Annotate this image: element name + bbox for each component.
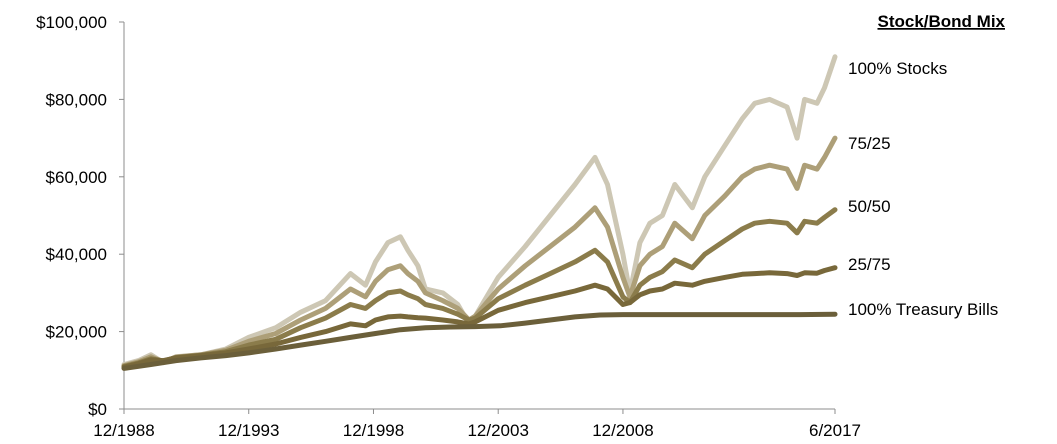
series-lines bbox=[121, 54, 838, 371]
series-end-label: 75/25 bbox=[848, 134, 891, 153]
x-tick-label: 12/1988 bbox=[93, 421, 154, 440]
x-tick-label: 12/1993 bbox=[218, 421, 279, 440]
y-tick-label: $20,000 bbox=[46, 323, 107, 342]
x-tick-label: 6/2017 bbox=[809, 421, 861, 440]
y-tick-label: $100,000 bbox=[36, 13, 107, 32]
series-end-label: 50/50 bbox=[848, 197, 891, 216]
x-axis: 12/1988 12/1993 12/1998 12/2003 12/2008 6/201… bbox=[93, 408, 861, 440]
y-axis: $0 $20,000 $40,000 $60,000 $80,000 $100,000 bbox=[36, 13, 125, 419]
series-line-0 bbox=[121, 54, 838, 367]
series-line-2 bbox=[121, 207, 838, 369]
x-tick-label: 12/1998 bbox=[343, 421, 404, 440]
y-tick-label: $80,000 bbox=[46, 90, 107, 109]
series-line-3 bbox=[121, 265, 838, 370]
series-line-4 bbox=[121, 311, 838, 371]
y-tick-label: $60,000 bbox=[46, 168, 107, 187]
series-end-label: 100% Stocks bbox=[848, 59, 947, 78]
x-tick-label: 12/2008 bbox=[592, 421, 653, 440]
series-end-label: 25/75 bbox=[848, 255, 891, 274]
series-end-label: 100% Treasury Bills bbox=[848, 300, 998, 319]
legend-title: Stock/Bond Mix bbox=[877, 12, 1005, 31]
series-line-1 bbox=[121, 135, 838, 369]
y-tick-label: $0 bbox=[88, 400, 107, 419]
series-end-labels: 100% Stocks 75/25 50/50 25/75 100% Treasury … bbox=[848, 59, 998, 319]
y-tick-label: $40,000 bbox=[46, 245, 107, 264]
x-tick-label: 12/2003 bbox=[467, 421, 528, 440]
